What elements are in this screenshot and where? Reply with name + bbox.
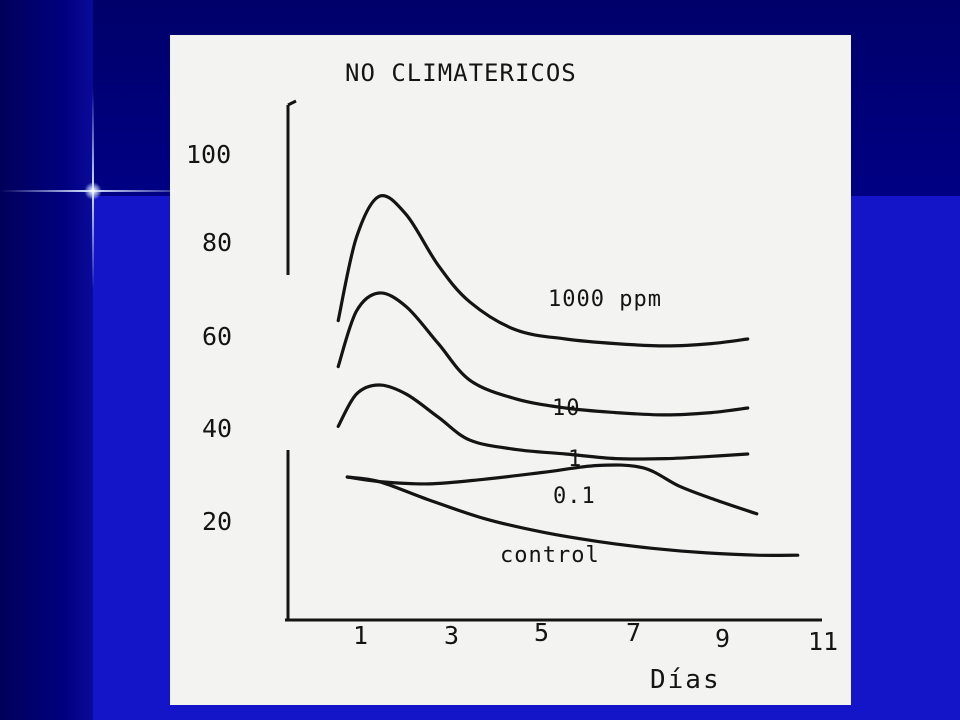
sparkle-core bbox=[84, 182, 102, 200]
series-line-3 bbox=[336, 383, 750, 461]
y-tick-label-20: 20 bbox=[202, 507, 233, 536]
y-axis-cap bbox=[287, 99, 297, 107]
y-tick-label-60: 60 bbox=[202, 322, 233, 351]
curve-label-1: 1 bbox=[568, 447, 583, 472]
x-tick-label-5: 5 bbox=[534, 618, 550, 647]
series-line-5 bbox=[345, 475, 800, 557]
series-line-1 bbox=[336, 194, 750, 348]
x-axis-label: Días bbox=[650, 665, 721, 695]
respiration-chart bbox=[285, 99, 822, 622]
curve-label-control: control bbox=[500, 543, 600, 568]
x-tick-label-11: 11 bbox=[808, 627, 839, 656]
y-tick-label-40: 40 bbox=[202, 414, 233, 443]
x-tick-label-9: 9 bbox=[715, 624, 731, 653]
series-line-4 bbox=[345, 463, 759, 516]
x-tick-label-1: 1 bbox=[353, 621, 369, 650]
series-line-2 bbox=[336, 291, 750, 417]
curve-label-1000-ppm: 1000 ppm bbox=[548, 287, 662, 312]
slide-background-left bbox=[0, 0, 93, 720]
chart-title: NO CLIMATERICOS bbox=[345, 59, 577, 87]
curve-label-10: 10 bbox=[552, 396, 581, 421]
y-tick-label-100: 100 bbox=[186, 140, 232, 169]
scanned-chart-page: NO CLIMATERICOS 100 80 60 40 20 1 3 5 7 … bbox=[170, 35, 851, 705]
y-tick-label-80: 80 bbox=[202, 228, 233, 257]
curves-group bbox=[336, 194, 800, 557]
x-tick-label-7: 7 bbox=[626, 618, 642, 647]
x-tick-label-3: 3 bbox=[444, 621, 460, 650]
curve-label-0-1: 0.1 bbox=[553, 484, 596, 509]
